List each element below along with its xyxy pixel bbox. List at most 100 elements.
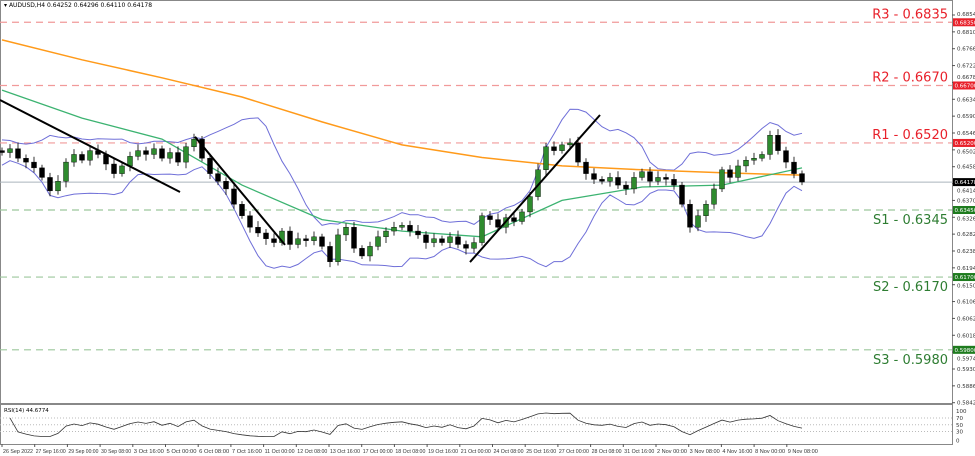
price-tag-label: 0.65200 [955, 141, 975, 147]
candle-body [79, 154, 85, 161]
candle-body [751, 158, 757, 161]
ma200-line [1, 39, 803, 176]
ohlc-readout: 0.64252 0.64296 0.64110 0.64178 [47, 2, 153, 9]
candle-body [143, 150, 149, 155]
candle-body [55, 181, 61, 192]
candle-body [743, 159, 749, 167]
candle-body [167, 152, 173, 159]
candle-body [423, 234, 429, 243]
x-tick-label: 11 Oct 00:00 [265, 449, 295, 455]
candle-body [359, 248, 365, 257]
candle-body [447, 236, 453, 243]
candle-body [711, 188, 717, 205]
price-tag [953, 18, 975, 27]
candle-body [671, 179, 677, 186]
candle-body [23, 158, 29, 163]
candle-body [87, 150, 93, 161]
candle-body [391, 227, 397, 232]
candle-body [0, 150, 5, 153]
price-tag [953, 273, 975, 282]
candle-body [343, 227, 349, 236]
candle-body [319, 236, 325, 247]
candle-body [791, 161, 797, 174]
bollinger-upper [1, 108, 803, 226]
candle-body [727, 169, 733, 178]
candle-body [271, 238, 277, 243]
candle-body [303, 238, 309, 241]
candle-body [39, 167, 45, 178]
level-label: R3 - 0.6835 [872, 7, 948, 22]
candle-body [439, 238, 445, 243]
candle-body [151, 148, 157, 155]
candle-body [175, 152, 181, 163]
trendline [0, 99, 181, 193]
main-panel-frame [0, 0, 953, 404]
candle-body [119, 165, 125, 174]
x-tick-label: 21 Oct 00:00 [461, 449, 491, 455]
candle-body [647, 171, 653, 182]
candle-body [295, 238, 301, 245]
candle-body [311, 236, 317, 241]
rsi-level-label: 0 [956, 439, 960, 445]
price-tag-label: 0.59800 [955, 348, 975, 354]
candle-body [327, 246, 333, 262]
candle-body [399, 225, 405, 228]
candle-body [263, 232, 269, 239]
candle-body [487, 215, 493, 220]
candle-body [599, 179, 605, 182]
collapse-triangle-icon[interactable]: ▾ [4, 2, 8, 9]
price-tag-label: 0.63450 [955, 208, 975, 214]
price-tag-label: 0.66700 [955, 83, 975, 89]
candle-body [31, 161, 37, 169]
level-label: R1 - 0.6520 [872, 128, 948, 143]
candle-body [471, 242, 477, 249]
x-tick-label: 17 Oct 00:00 [363, 449, 393, 455]
candle-body [255, 227, 261, 234]
candle-body [247, 215, 253, 228]
candle-body [111, 163, 117, 174]
candle-body [767, 135, 773, 155]
x-tick-label: 24 Oct 08:00 [494, 449, 524, 455]
chart-header: ▾ AUDUSD,H4 0.64252 0.64296 0.64110 0.64… [4, 2, 152, 9]
candle-body [551, 146, 557, 151]
x-tick-label: 26 Sep 2022 [3, 449, 33, 455]
x-tick-label: 25 Oct 16:00 [526, 449, 556, 455]
candle-body [703, 204, 709, 216]
candle-body [799, 173, 805, 183]
ma50-line [1, 89, 803, 238]
candle-body [375, 236, 381, 247]
price-tag [953, 205, 975, 214]
candle-body [543, 146, 549, 170]
x-tick-label: 18 Oct 08:00 [395, 449, 425, 455]
x-tick-label: 13 Oct 16:00 [330, 449, 360, 455]
candle-body [783, 150, 789, 163]
candle-body [231, 188, 237, 205]
price-tag-label: 0.68350 [955, 20, 975, 26]
candle-body [135, 150, 141, 157]
candle-body [511, 217, 517, 222]
level-label: S2 - 0.6170 [873, 280, 948, 295]
candle-body [207, 158, 213, 174]
candle-body [775, 135, 781, 151]
candle-body [159, 148, 165, 159]
candle-body [623, 184, 629, 190]
candle-body [47, 177, 53, 192]
candle-body [367, 246, 373, 257]
candle-body [7, 148, 13, 153]
candle-body [663, 177, 669, 180]
x-tick-label: 8 Nov 00:00 [755, 449, 785, 455]
